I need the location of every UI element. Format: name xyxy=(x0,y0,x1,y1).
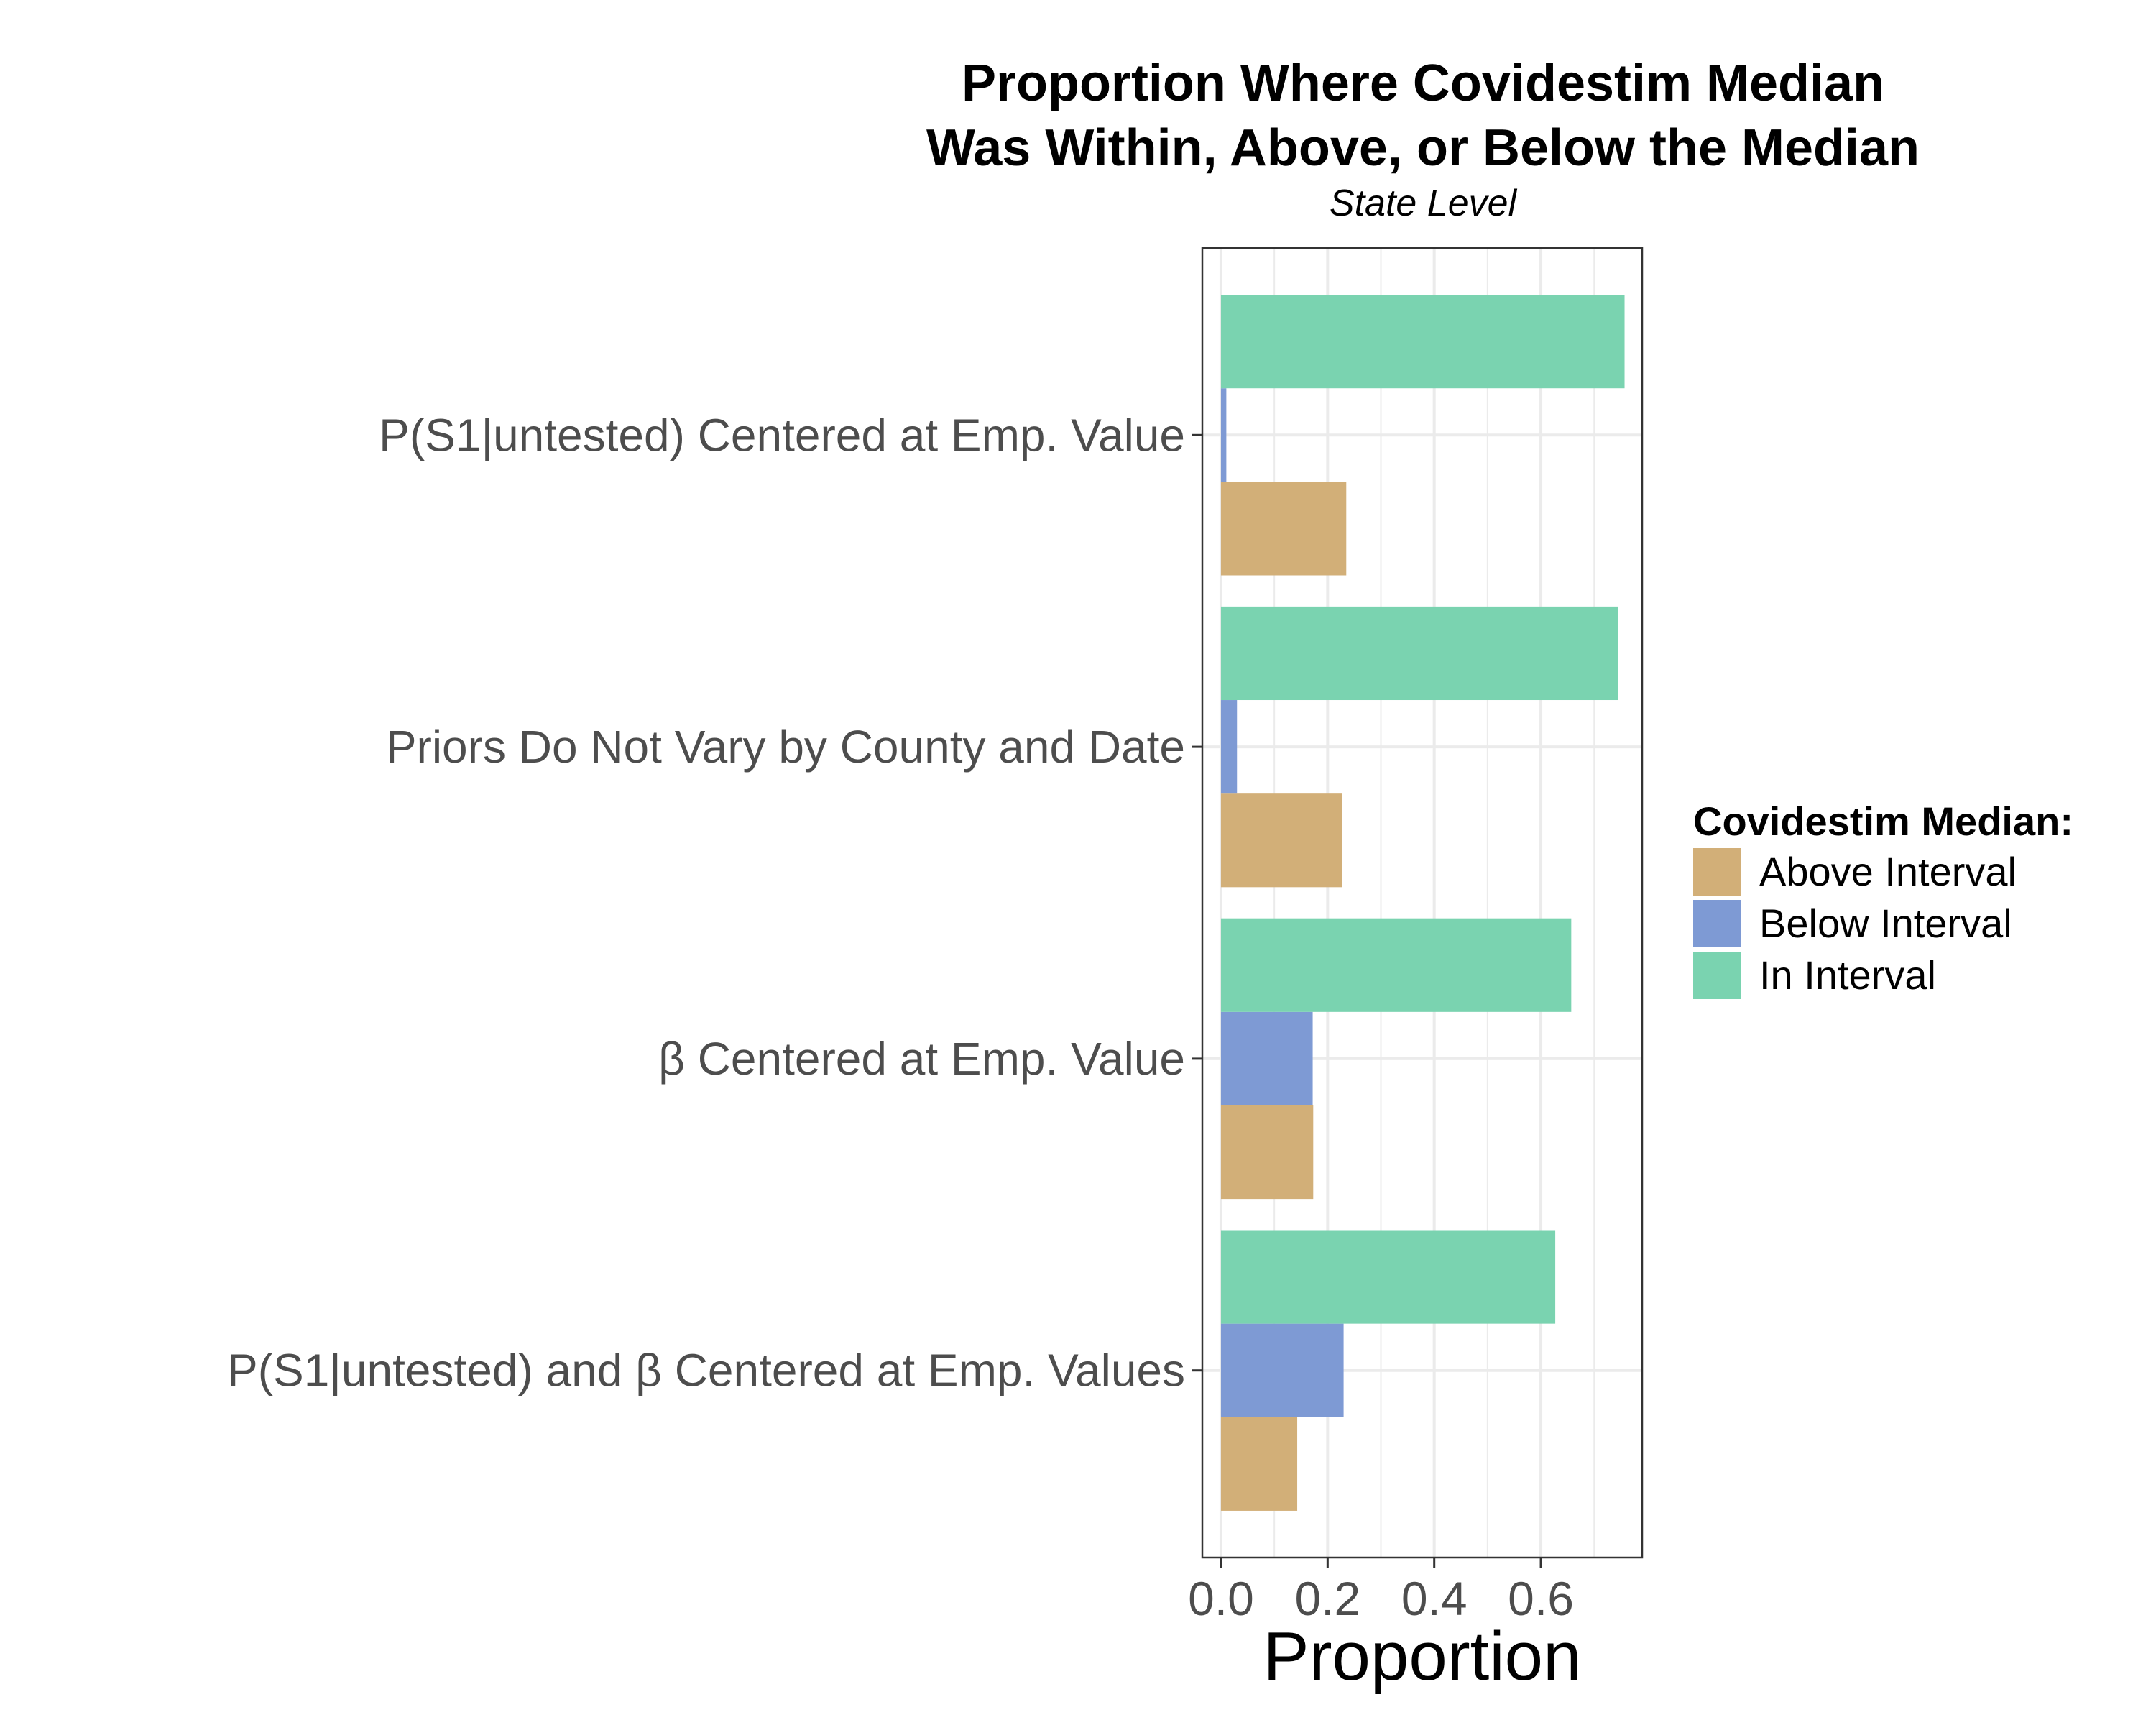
x-tick-label: 0.4 xyxy=(1401,1572,1468,1625)
plot-panel-border xyxy=(1201,247,1644,1559)
y-axis: P(S1|untested) Centered at Emp. Value Pri… xyxy=(227,409,1202,1397)
chart-title-line-2: Was Within, Above, or Below the Median xyxy=(926,119,1920,177)
bar-below-interval xyxy=(1220,388,1227,482)
legend-title: Covidestim Median: xyxy=(1693,799,2073,844)
legend-label: Below Interval xyxy=(1759,901,2012,946)
bar-above-interval xyxy=(1220,482,1347,576)
x-tick-label: 0.0 xyxy=(1188,1572,1254,1625)
legend-label: Above Interval xyxy=(1759,849,2017,894)
legend-key-above-interval xyxy=(1693,848,1741,896)
bar-above-interval xyxy=(1220,1417,1298,1511)
bar-below-interval xyxy=(1220,1323,1344,1417)
bars xyxy=(1220,295,1625,1511)
legend-key-in-interval xyxy=(1693,952,1741,999)
bar-above-interval xyxy=(1220,1105,1314,1200)
y-tick-label: P(S1|untested) Centered at Emp. Value xyxy=(379,409,1185,461)
grid-lines xyxy=(1202,248,1642,1558)
bar-in-interval xyxy=(1220,606,1618,701)
chart-subtitle: State Level xyxy=(1330,183,1518,224)
x-tick-label: 0.2 xyxy=(1294,1572,1360,1625)
y-tick-label: Priors Do Not Vary by County and Date xyxy=(386,721,1185,773)
legend: Covidestim Median: Above Interval Below I… xyxy=(1693,799,2073,999)
bar-in-interval xyxy=(1220,295,1625,389)
bar-above-interval xyxy=(1220,794,1342,888)
bar-in-interval xyxy=(1220,918,1572,1012)
chart-title-line-1: Proportion Where Covidestim Median xyxy=(962,55,1884,112)
y-tick-label: P(S1|untested) and β Centered at Emp. Va… xyxy=(227,1345,1185,1397)
legend-key-below-interval xyxy=(1693,900,1741,947)
bar-below-interval xyxy=(1220,1011,1313,1105)
y-tick-label: β Centered at Emp. Value xyxy=(658,1033,1185,1085)
x-axis-title: Proportion xyxy=(1263,1618,1582,1695)
bar-in-interval xyxy=(1220,1230,1556,1324)
legend-label: In Interval xyxy=(1759,952,1936,998)
chart-title: Proportion Where Covidestim Median Was W… xyxy=(926,55,1920,177)
x-axis: 0.0 0.2 0.4 0.6 xyxy=(1188,1558,1574,1625)
bar-below-interval xyxy=(1220,700,1238,794)
x-tick-label: 0.6 xyxy=(1508,1572,1574,1625)
